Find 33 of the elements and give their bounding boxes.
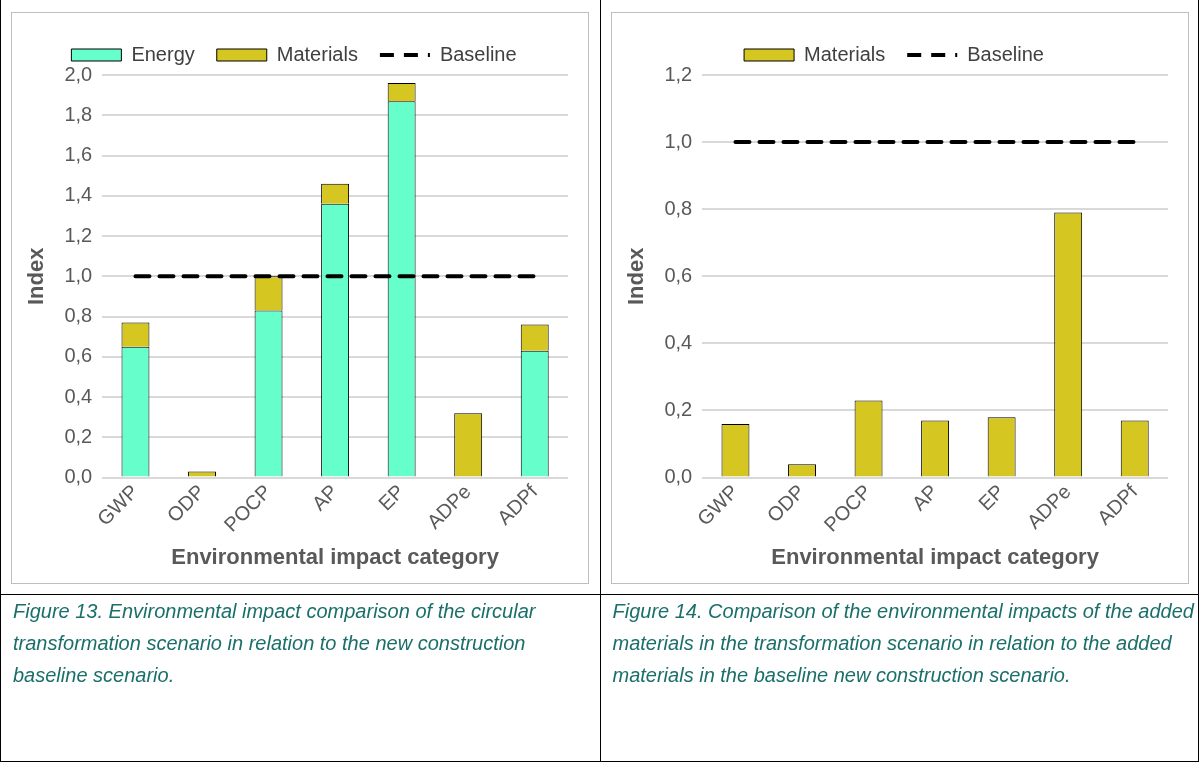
y-tick-label: 1,8 <box>64 102 93 125</box>
y-tick-label: 0,2 <box>64 424 93 447</box>
y-tick-label: 0,0 <box>64 465 93 488</box>
y-tick-label: 1,0 <box>663 129 692 152</box>
legend-label: Materials <box>803 42 885 65</box>
y-tick-label: 1,6 <box>64 143 93 166</box>
legend-label: Energy <box>131 42 195 65</box>
x-tick-label: AP <box>906 480 942 515</box>
y-tick-label: 0,6 <box>64 344 93 367</box>
caption: Figure 14. Comparison of the environmental impacts of the added materials in the transformation scenario in relation to the added materials in the baseline new construction scenario. <box>600 594 1198 691</box>
x-axis-title: Environmental impact category <box>171 543 500 569</box>
y-axis-title: Index <box>622 246 648 306</box>
legend-label: Materials <box>276 42 358 65</box>
y-axis-title: Index <box>23 246 49 306</box>
y-tick-label: 0,6 <box>663 263 692 286</box>
caption: Figure 13. Environmental impact comparison of the circular transformation scenario in relation to the new construction baseline scenario. <box>1 594 600 691</box>
y-tick-label: 0,8 <box>663 196 692 219</box>
x-axis-title: Environmental impact category <box>770 543 1100 569</box>
y-tick-label: 0,2 <box>663 397 692 420</box>
y-tick-label: 0,4 <box>64 384 93 407</box>
y-tick-label: 1,0 <box>64 263 93 286</box>
y-tick-label: 1,2 <box>663 62 692 85</box>
x-tick-label: AP <box>307 480 342 515</box>
y-tick-label: 0,4 <box>663 330 692 353</box>
y-tick-label: 0,0 <box>663 465 692 488</box>
y-tick-label: 2,0 <box>64 62 93 85</box>
y-tick-label: 0,8 <box>64 304 93 327</box>
y-tick-label: 1,4 <box>64 183 93 206</box>
y-tick-label: 1,2 <box>64 223 93 246</box>
legend-label: Baseline <box>439 42 517 65</box>
x-tick-label: EP <box>373 480 409 515</box>
legend-label: Baseline <box>966 42 1044 65</box>
x-tick-label: EP <box>973 480 1008 515</box>
